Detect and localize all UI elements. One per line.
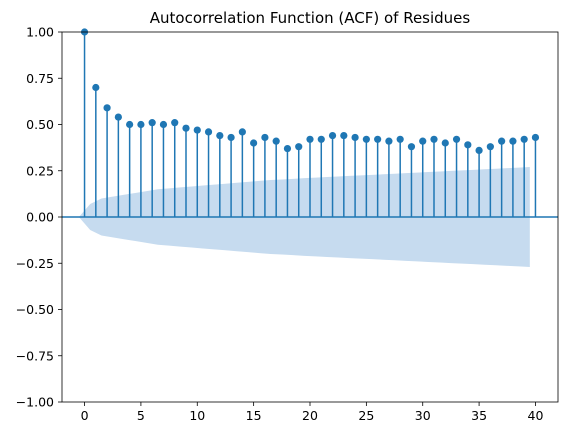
acf-point (509, 137, 517, 145)
acf-point (159, 120, 168, 129)
acf-point (340, 132, 348, 140)
acf-point (182, 124, 190, 132)
tick-layer: 0 5 10 15 20 25 30 35 40 1.00 0.75 0.50 0.25 0.00 −0.2… (16, 25, 544, 424)
y-tick-label: 1.00 (26, 25, 54, 40)
acf-point (419, 137, 427, 145)
acf-point (362, 135, 370, 143)
y-tick-label: 0.00 (26, 210, 54, 225)
acf-point (137, 120, 145, 129)
acf-point (250, 139, 258, 147)
x-tick-label: 20 (302, 408, 318, 423)
acf-point (103, 104, 111, 112)
x-tick-label: 25 (358, 408, 374, 423)
x-tick-label: 5 (137, 408, 145, 423)
axes-frame (61, 31, 559, 403)
x-tick-label: 0 (81, 408, 89, 423)
acf-point (396, 135, 404, 143)
acf-point (126, 120, 134, 129)
acf-point (114, 113, 122, 121)
acf-point (486, 143, 494, 151)
acf-point (328, 132, 337, 140)
marker-layer (80, 28, 540, 154)
x-tick-label: 10 (189, 408, 205, 423)
acf-point (171, 119, 179, 127)
y-tick-label: 0.75 (26, 71, 54, 86)
y-tick-label: −0.25 (16, 256, 54, 271)
acf-point (475, 146, 483, 154)
acf-point (531, 133, 540, 142)
stem-layer (83, 32, 537, 217)
y-tick-label: 0.25 (26, 163, 54, 178)
acf-point (272, 137, 280, 145)
y-tick-label: −0.75 (16, 348, 54, 363)
acf-point (295, 143, 303, 151)
y-tick-label: 0.50 (26, 117, 54, 132)
acf-point (385, 137, 393, 145)
acf-point (520, 135, 528, 143)
x-tick-label: 15 (246, 408, 262, 423)
acf-point (430, 135, 438, 143)
acf-point (407, 143, 416, 151)
acf-point (452, 135, 461, 143)
x-tick-label: 30 (415, 408, 431, 423)
acf-point (216, 132, 224, 140)
acf-point (351, 133, 359, 142)
acf-point (261, 133, 269, 142)
acf-point (238, 128, 246, 136)
acf-point (317, 135, 325, 143)
acf-point (283, 144, 292, 153)
y-tick-label: −0.50 (16, 302, 54, 317)
x-tick-label: 40 (528, 408, 544, 423)
acf-point (193, 126, 201, 134)
y-tick-label: −1.00 (16, 395, 54, 410)
acf-point (227, 133, 235, 142)
acf-point (441, 139, 449, 147)
acf-point (498, 137, 506, 145)
acf-point (374, 135, 382, 143)
acf-point (92, 83, 100, 92)
chart-title: Autocorrelation Function (ACF) of Residu… (150, 9, 471, 27)
acf-point (148, 119, 156, 127)
x-tick-label: 35 (471, 408, 487, 423)
acf-point (464, 141, 472, 149)
acf-point (306, 135, 314, 143)
acf-point (204, 128, 213, 136)
